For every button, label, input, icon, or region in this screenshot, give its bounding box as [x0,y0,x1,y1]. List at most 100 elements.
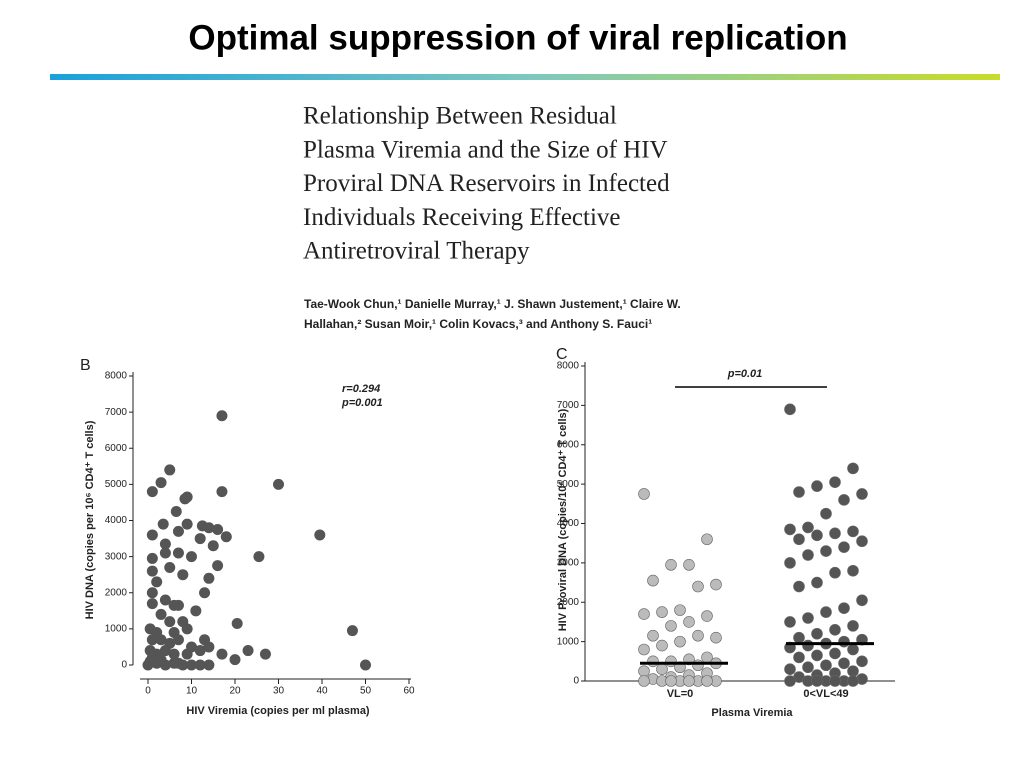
point [811,675,823,687]
y-tick-label: 6000 [105,443,128,454]
point [194,659,206,671]
point [683,616,695,628]
point [155,608,167,620]
point [146,529,158,541]
x-tick-label: 60 [403,686,415,697]
point [216,410,228,422]
panel-label: B [80,357,91,374]
point [847,620,859,632]
point [692,659,704,672]
point [811,576,823,589]
y-tick-label: 3000 [105,551,128,562]
point [838,494,850,506]
point [802,639,814,652]
point [181,648,193,660]
x-tick-label: 30 [273,686,285,697]
y-tick-label: 7000 [105,407,128,418]
point [177,569,189,581]
x-tick-label: 10 [186,686,198,697]
x-tick-label: 0 [145,686,151,697]
point [151,576,163,588]
paper-title-line: Antiretroviral Therapy [303,238,530,265]
point [172,525,184,537]
point [168,648,180,660]
point [820,545,832,557]
point [146,652,158,664]
point [784,403,796,416]
point [216,648,228,660]
point [665,620,677,632]
y-tick-label: 4000 [105,515,128,526]
point [146,634,158,646]
point [793,631,805,644]
x-tick-label: 0<VL<49 [803,688,848,700]
point [829,566,841,579]
point [856,488,868,500]
point [710,578,722,591]
y-tick-label: 8000 [557,361,580,372]
point [784,557,796,569]
y-tick-label: 5000 [557,479,580,490]
point [242,645,254,657]
x-axis-label: Plasma Viremia [711,707,793,719]
point [811,627,823,640]
point [199,587,211,599]
point [194,533,206,545]
point [838,602,850,614]
point [172,547,184,559]
slide-title: Optimal suppression of viral replication [188,18,847,57]
point [190,605,202,617]
x-tick-label: 40 [316,686,328,697]
point [793,486,805,498]
point [820,659,832,672]
point [207,540,219,552]
point [829,624,841,636]
annotation: p=0.01 [727,368,763,380]
point [838,541,850,553]
y-tick-label: 0 [121,660,127,671]
point [159,538,171,550]
point [146,552,158,564]
point [159,594,171,606]
y-tick-label: 2000 [105,587,128,598]
annotation: p=0.001 [341,397,383,409]
point [784,663,796,675]
point [229,654,241,666]
point [203,659,215,671]
point [847,643,859,656]
paper-authors-line: Hallahan,² Susan Moir,¹ Colin Kovacs,³ a… [304,317,652,331]
point [820,507,832,520]
point [674,635,686,648]
y-tick-label: 8000 [105,371,128,382]
y-tick-label: 3000 [557,558,580,569]
point [155,654,167,666]
paper-title-line: Relationship Between Residual [303,103,617,130]
point [220,531,232,543]
point [212,560,224,572]
y-tick-label: 4000 [557,518,580,529]
point [847,462,859,475]
point [203,641,215,653]
point [647,574,659,587]
point [811,649,823,662]
point [829,675,841,687]
point [793,533,805,546]
point [159,645,171,657]
point [253,551,265,563]
paper-authors-line: Tae-Wook Chun,¹ Danielle Murray,¹ J. Sha… [304,297,681,311]
point [692,629,704,642]
point [710,631,722,644]
point [802,521,814,534]
point [181,623,193,635]
point [856,535,868,548]
point [820,606,832,618]
point [656,639,668,652]
point [186,551,197,563]
paper-title-line: Individuals Receiving Effective [303,204,621,231]
point [683,559,695,571]
point [856,655,868,668]
y-tick-label: 1000 [557,636,580,647]
y-axis-label: HIV DNA (copies per 10⁶ CD4⁺ T cells) [84,420,96,619]
point [784,675,796,687]
